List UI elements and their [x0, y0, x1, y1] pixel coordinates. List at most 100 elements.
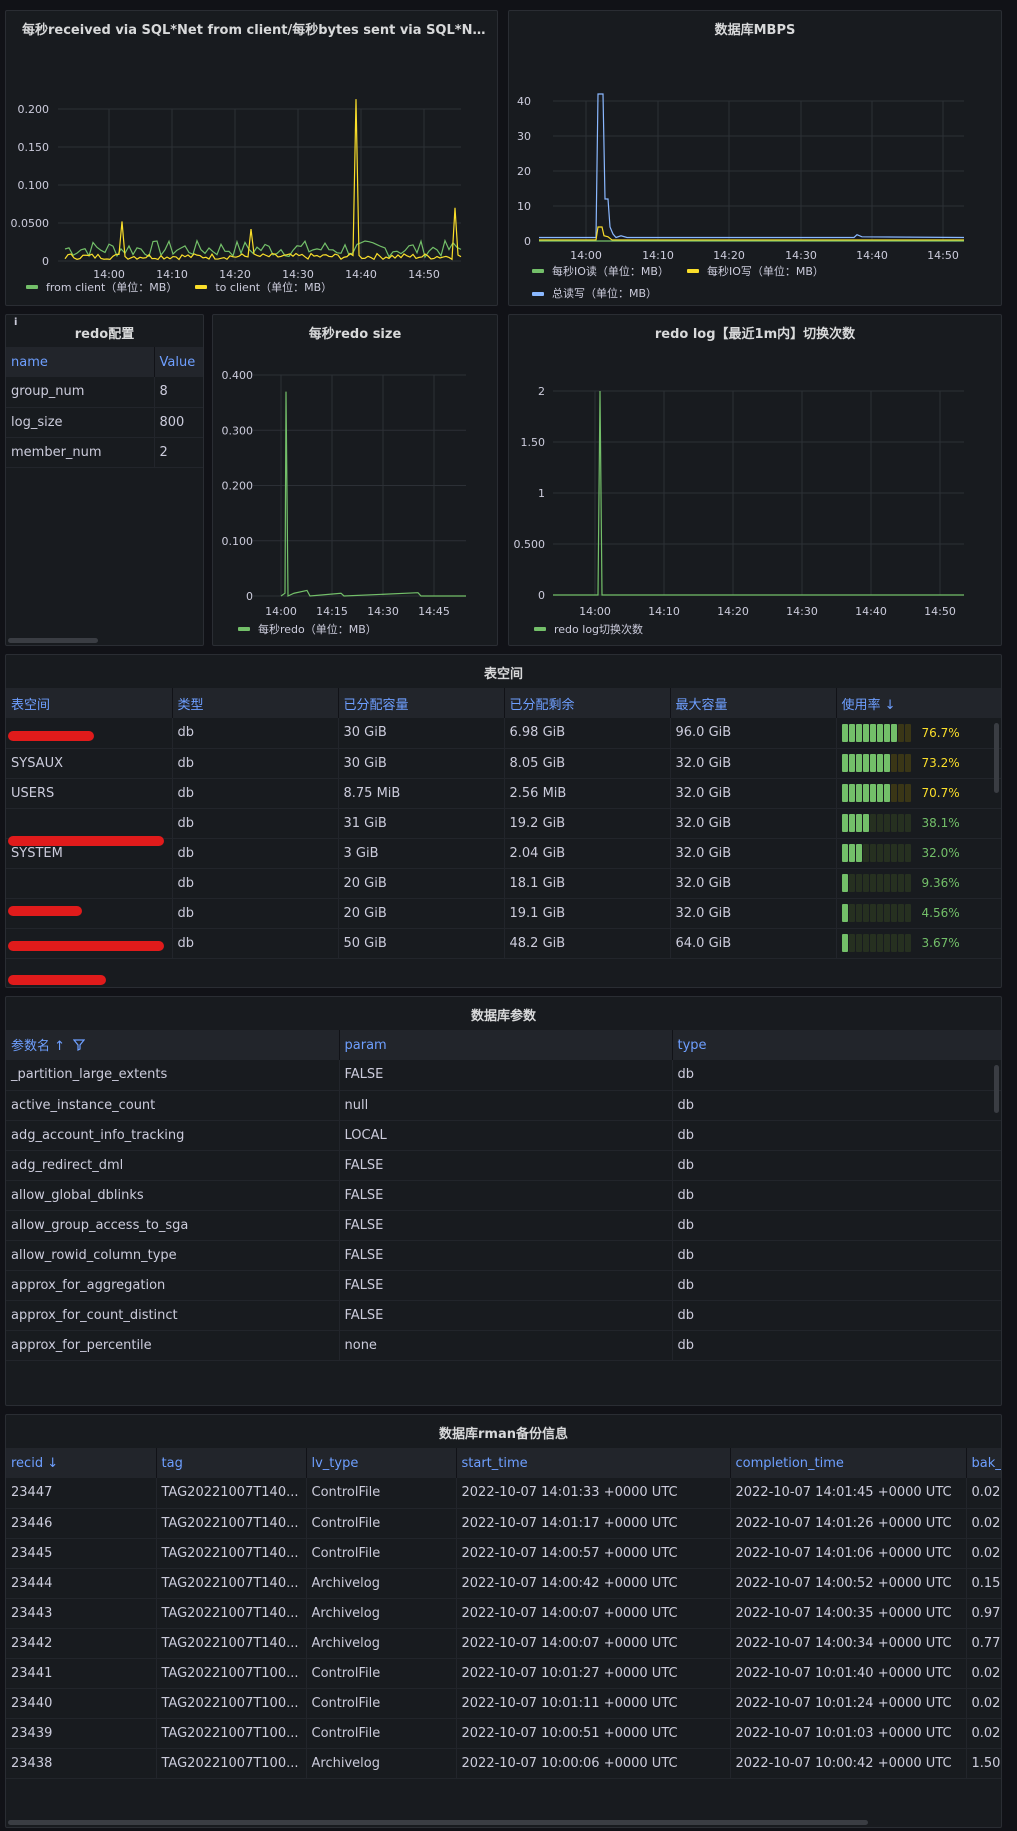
column-header[interactable]: bak_s: [966, 1448, 1001, 1478]
table-row[interactable]: db 50 GiB 48.2 GiB 64.0 GiB 3.67%: [6, 928, 1001, 959]
table-row[interactable]: allow_group_access_to_sga FALSE db: [6, 1210, 1001, 1241]
column-header[interactable]: param: [339, 1030, 673, 1060]
column-header[interactable]: 已分配剩余: [504, 688, 671, 718]
column-header[interactable]: 最大容量: [670, 688, 837, 718]
column-header[interactable]: 类型: [172, 688, 339, 718]
table-row[interactable]: 23439 TAG20221007T100... ControlFile 2022-1…: [6, 1718, 1001, 1749]
table-row[interactable]: 23440 TAG20221007T100... ControlFile 2022-1…: [6, 1688, 1001, 1719]
table-row[interactable]: approx_for_count_distinct FALSE db: [6, 1300, 1001, 1331]
table-cell: 2022-10-07 14:00:57 +0000 UTC: [456, 1538, 731, 1569]
legend-item[interactable]: 每秒IO读（单位：MB）: [532, 261, 669, 282]
column-header[interactable]: tag: [156, 1448, 307, 1478]
column-header[interactable]: Value: [154, 347, 203, 377]
column-header[interactable]: name: [6, 347, 155, 377]
column-header[interactable]: completion_time: [730, 1448, 967, 1478]
column-header[interactable]: 使用率 ↓: [836, 688, 1001, 718]
table-cell: 2022-10-07 14:01:26 +0000 UTC: [730, 1508, 967, 1539]
redo-config-panel[interactable]: i redo配置 name Value group_num 8 log_size 800…: [5, 314, 204, 646]
total-io-series: [539, 93, 965, 239]
table-cell: FALSE: [339, 1240, 673, 1271]
table-row[interactable]: adg_redirect_dml FALSE db: [6, 1150, 1001, 1181]
table-cell: 31 GiB: [338, 808, 505, 839]
column-header[interactable]: recid ↓: [6, 1448, 157, 1478]
column-header-label: tag: [161, 1455, 183, 1471]
params-panel[interactable]: 数据库参数 参数名 ↑ param type _partition_large_ex…: [5, 996, 1002, 1406]
vertical-scrollbar[interactable]: [994, 1065, 999, 1113]
table-row[interactable]: adg_account_info_tracking LOCAL db: [6, 1120, 1001, 1151]
table-cell: 3 GiB: [338, 838, 505, 869]
redo-switch-chart[interactable]: 2 1.50 1 0.500 0 14:00 14:10 14:20 14:30 14:40 14:…: [509, 315, 1002, 615]
usage-gauge: [841, 844, 912, 862]
x-tick-label: 14:45: [418, 605, 450, 615]
table-row[interactable]: approx_for_aggregation FALSE db: [6, 1270, 1001, 1301]
column-header[interactable]: lv_type: [306, 1448, 457, 1478]
sqlnet-panel[interactable]: 每秒received via SQL*Net from client/每秒byt…: [5, 10, 498, 306]
legend-item[interactable]: 每秒redo（单位：MB）: [238, 621, 377, 637]
table-row[interactable]: 23444 TAG20221007T140... Archivelog 2022-10…: [6, 1568, 1001, 1599]
rman-panel[interactable]: 数据库rman备份信息 recid ↓ tag lv_type start_time c…: [5, 1414, 1002, 1828]
table-row[interactable]: SYSAUX db 30 GiB 8.05 GiB 32.0 GiB 73.2%: [6, 748, 1001, 779]
table-cell: 2022-10-07 10:01:11 +0000 UTC: [456, 1688, 731, 1719]
table-row[interactable]: db 20 GiB 19.1 GiB 32.0 GiB 4.56%: [6, 898, 1001, 929]
table-cell: db: [172, 868, 339, 899]
tablespace-panel[interactable]: 表空间 表空间 类型 已分配容量 已分配剩余 最大容量 使用率 ↓ db 30 GiB 6.9…: [5, 654, 1002, 988]
y-tick-label: 2: [538, 385, 545, 398]
redo-switch-panel[interactable]: redo log【最近1m内】切换次数 2 1.50 1 0.500 0 14:00 14:…: [508, 314, 1002, 646]
table-row[interactable]: group_num 8: [6, 377, 203, 408]
table-row[interactable]: db 31 GiB 19.2 GiB 32.0 GiB 38.1%: [6, 808, 1001, 839]
y-tick-label: 30: [517, 130, 531, 143]
horizontal-scrollbar[interactable]: [8, 1820, 868, 1825]
horizontal-scrollbar[interactable]: [8, 638, 98, 643]
table-row[interactable]: 23446 TAG20221007T140... ControlFile 2022-1…: [6, 1508, 1001, 1539]
table-row[interactable]: db 20 GiB 18.1 GiB 32.0 GiB 9.36%: [6, 868, 1001, 899]
table-row[interactable]: 23443 TAG20221007T140... Archivelog 2022-10…: [6, 1598, 1001, 1629]
mbps-chart[interactable]: 40 30 20 10 0 14:00 14:10 14:20 14:30 14:40 14:50: [509, 31, 1002, 261]
column-header-label: 已分配容量: [343, 697, 409, 713]
sqlnet-chart[interactable]: 0.200 0.150 0.100 0.0500 0 14:00 14:10 14:20 14:…: [6, 31, 498, 291]
column-header[interactable]: 参数名 ↑: [6, 1030, 340, 1060]
redo-switch-series: [553, 390, 964, 596]
legend-item[interactable]: redo log切换次数: [534, 621, 643, 637]
table-row[interactable]: approx_for_percentile none db: [6, 1330, 1001, 1361]
info-icon[interactable]: i: [14, 317, 18, 328]
legend-item[interactable]: to client（单位：MB）: [195, 279, 332, 295]
column-header-label: 参数名: [11, 1039, 51, 1055]
redo-size-panel[interactable]: 每秒redo size 0.400 0.300 0.200 0.100 0 14:00 14…: [212, 314, 498, 646]
table-row[interactable]: 23441 TAG20221007T100... ControlFile 2022-1…: [6, 1658, 1001, 1689]
sort-arrow-icon[interactable]: ↓: [43, 1455, 59, 1471]
column-header[interactable]: type: [672, 1030, 1001, 1060]
redo-config-table: name Value group_num 8 log_size 800 member_nu…: [6, 347, 203, 468]
legend-item[interactable]: from client（单位：MB）: [26, 279, 177, 295]
legend-item[interactable]: 每秒IO写（单位：MB）: [686, 261, 824, 282]
legend-swatch: [686, 269, 699, 273]
redo-size-chart[interactable]: 0.400 0.300 0.200 0.100 0 14:00 14:15 14:30 14:4…: [213, 315, 498, 615]
mbps-panel[interactable]: 数据库MBPS 40 30 20 10 0 14:00 14:10 14:20 14:30 14:…: [508, 10, 1002, 306]
table-cell: 2022-10-07 10:01:27 +0000 UTC: [456, 1658, 731, 1689]
table-row[interactable]: 23447 TAG20221007T140... ControlFile 2022-1…: [6, 1478, 1001, 1509]
table-cell: 32.0 GiB: [670, 838, 837, 869]
table-row[interactable]: db 30 GiB 6.98 GiB 96.0 GiB 76.7%: [6, 718, 1001, 749]
sort-arrow-icon[interactable]: ↑: [50, 1039, 66, 1055]
table-row[interactable]: active_instance_count null db: [6, 1090, 1001, 1121]
chart-legend: 每秒IO读（单位：MB） 每秒IO写（单位：MB） 总读写（单位：MB）: [532, 259, 972, 304]
legend-item[interactable]: 总读写（单位：MB）: [532, 283, 657, 304]
vertical-scrollbar[interactable]: [994, 723, 999, 793]
column-header[interactable]: 已分配容量: [338, 688, 505, 718]
y-tick-label: 0.200: [18, 103, 50, 116]
table-row[interactable]: allow_rowid_column_type FALSE db: [6, 1240, 1001, 1271]
column-header[interactable]: 表空间: [6, 688, 173, 718]
table-row[interactable]: USERS db 8.75 MiB 2.56 MiB 32.0 GiB 70.7%: [6, 778, 1001, 809]
table-row[interactable]: 23445 TAG20221007T140... ControlFile 2022-1…: [6, 1538, 1001, 1569]
table-row[interactable]: 23438 TAG20221007T100... Archivelog 2022-10…: [6, 1748, 1001, 1779]
sort-arrow-icon[interactable]: ↓: [880, 697, 896, 713]
table-row[interactable]: 23442 TAG20221007T140... Archivelog 2022-10…: [6, 1628, 1001, 1659]
filter-icon[interactable]: [72, 1039, 86, 1055]
table-row[interactable]: allow_global_dblinks FALSE db: [6, 1180, 1001, 1211]
table-row[interactable]: member_num 2: [6, 437, 203, 468]
x-tick-label: 14:20: [713, 249, 745, 261]
table-row[interactable]: log_size 800: [6, 407, 203, 438]
table-cell: db: [672, 1210, 1001, 1241]
table-row[interactable]: _partition_large_extents FALSE db: [6, 1060, 1001, 1091]
table-cell: 64.0 GiB: [670, 928, 837, 959]
column-header[interactable]: start_time: [456, 1448, 731, 1478]
